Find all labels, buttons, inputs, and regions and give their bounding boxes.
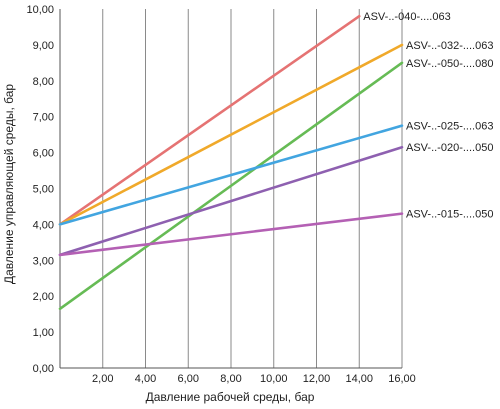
y-tick-label: 6,00 [33,148,54,160]
series-line-0 [58,14,361,226]
series-line-5 [58,212,404,257]
y-tick-label: 8,00 [33,76,54,88]
series-label-2: ASV-..-050-....080 [406,58,493,70]
y-tick-labels: 0,00 1,00 2,00 3,00 4,00 5,00 6,00 7,00 8,00 9,00… [26,4,54,375]
y-tick-label: 3,00 [33,255,54,267]
series-label-0: ASV-..-040-....063 [363,11,450,23]
x-tick-label: 6,00 [178,373,199,385]
series-lines [58,14,404,311]
x-tick-label: 16,00 [388,373,416,385]
x-tick-label: 4,00 [135,373,156,385]
y-tick-label: 7,00 [33,112,54,124]
y-tick-label: 4,00 [33,219,54,231]
series-label-3: ASV-..-025-....063 [406,121,493,133]
series-label-4: ASV-..-020-....050 [406,142,493,154]
grid [102,9,403,368]
series-line-4 [58,145,404,257]
x-tick-label: 2,00 [92,373,113,385]
y-tick-label: 2,00 [33,291,54,303]
x-tick-label: 10,00 [260,373,288,385]
x-tick-label: 8,00 [220,373,241,385]
x-tick-label: 14,00 [345,373,373,385]
y-tick-label: 10,00 [26,4,54,16]
y-tick-label: 9,00 [33,40,54,52]
x-tick-label: 12,00 [303,373,331,385]
series-line-2 [58,61,404,311]
x-axis-label: Давление рабочей среды, бар [146,390,315,404]
series-label-1: ASV-..-032-....063 [406,40,493,52]
series-labels: ASV-..-040-....063 ASV-..-032-....063 ASV-… [363,11,493,220]
y-tick-label: 5,00 [33,184,54,196]
series-label-5: ASV-..-015-....050 [406,209,493,221]
y-tick-label: 1,00 [33,327,54,339]
series-line-1 [58,43,404,226]
x-tick-labels: 2,00 4,00 6,00 8,00 10,00 12,00 14,00 16,00 [92,373,416,385]
y-tick-label: 0,00 [33,363,54,375]
series-line-3 [58,124,404,226]
y-axis-label: Давление управляющей среды, бар [2,84,16,284]
